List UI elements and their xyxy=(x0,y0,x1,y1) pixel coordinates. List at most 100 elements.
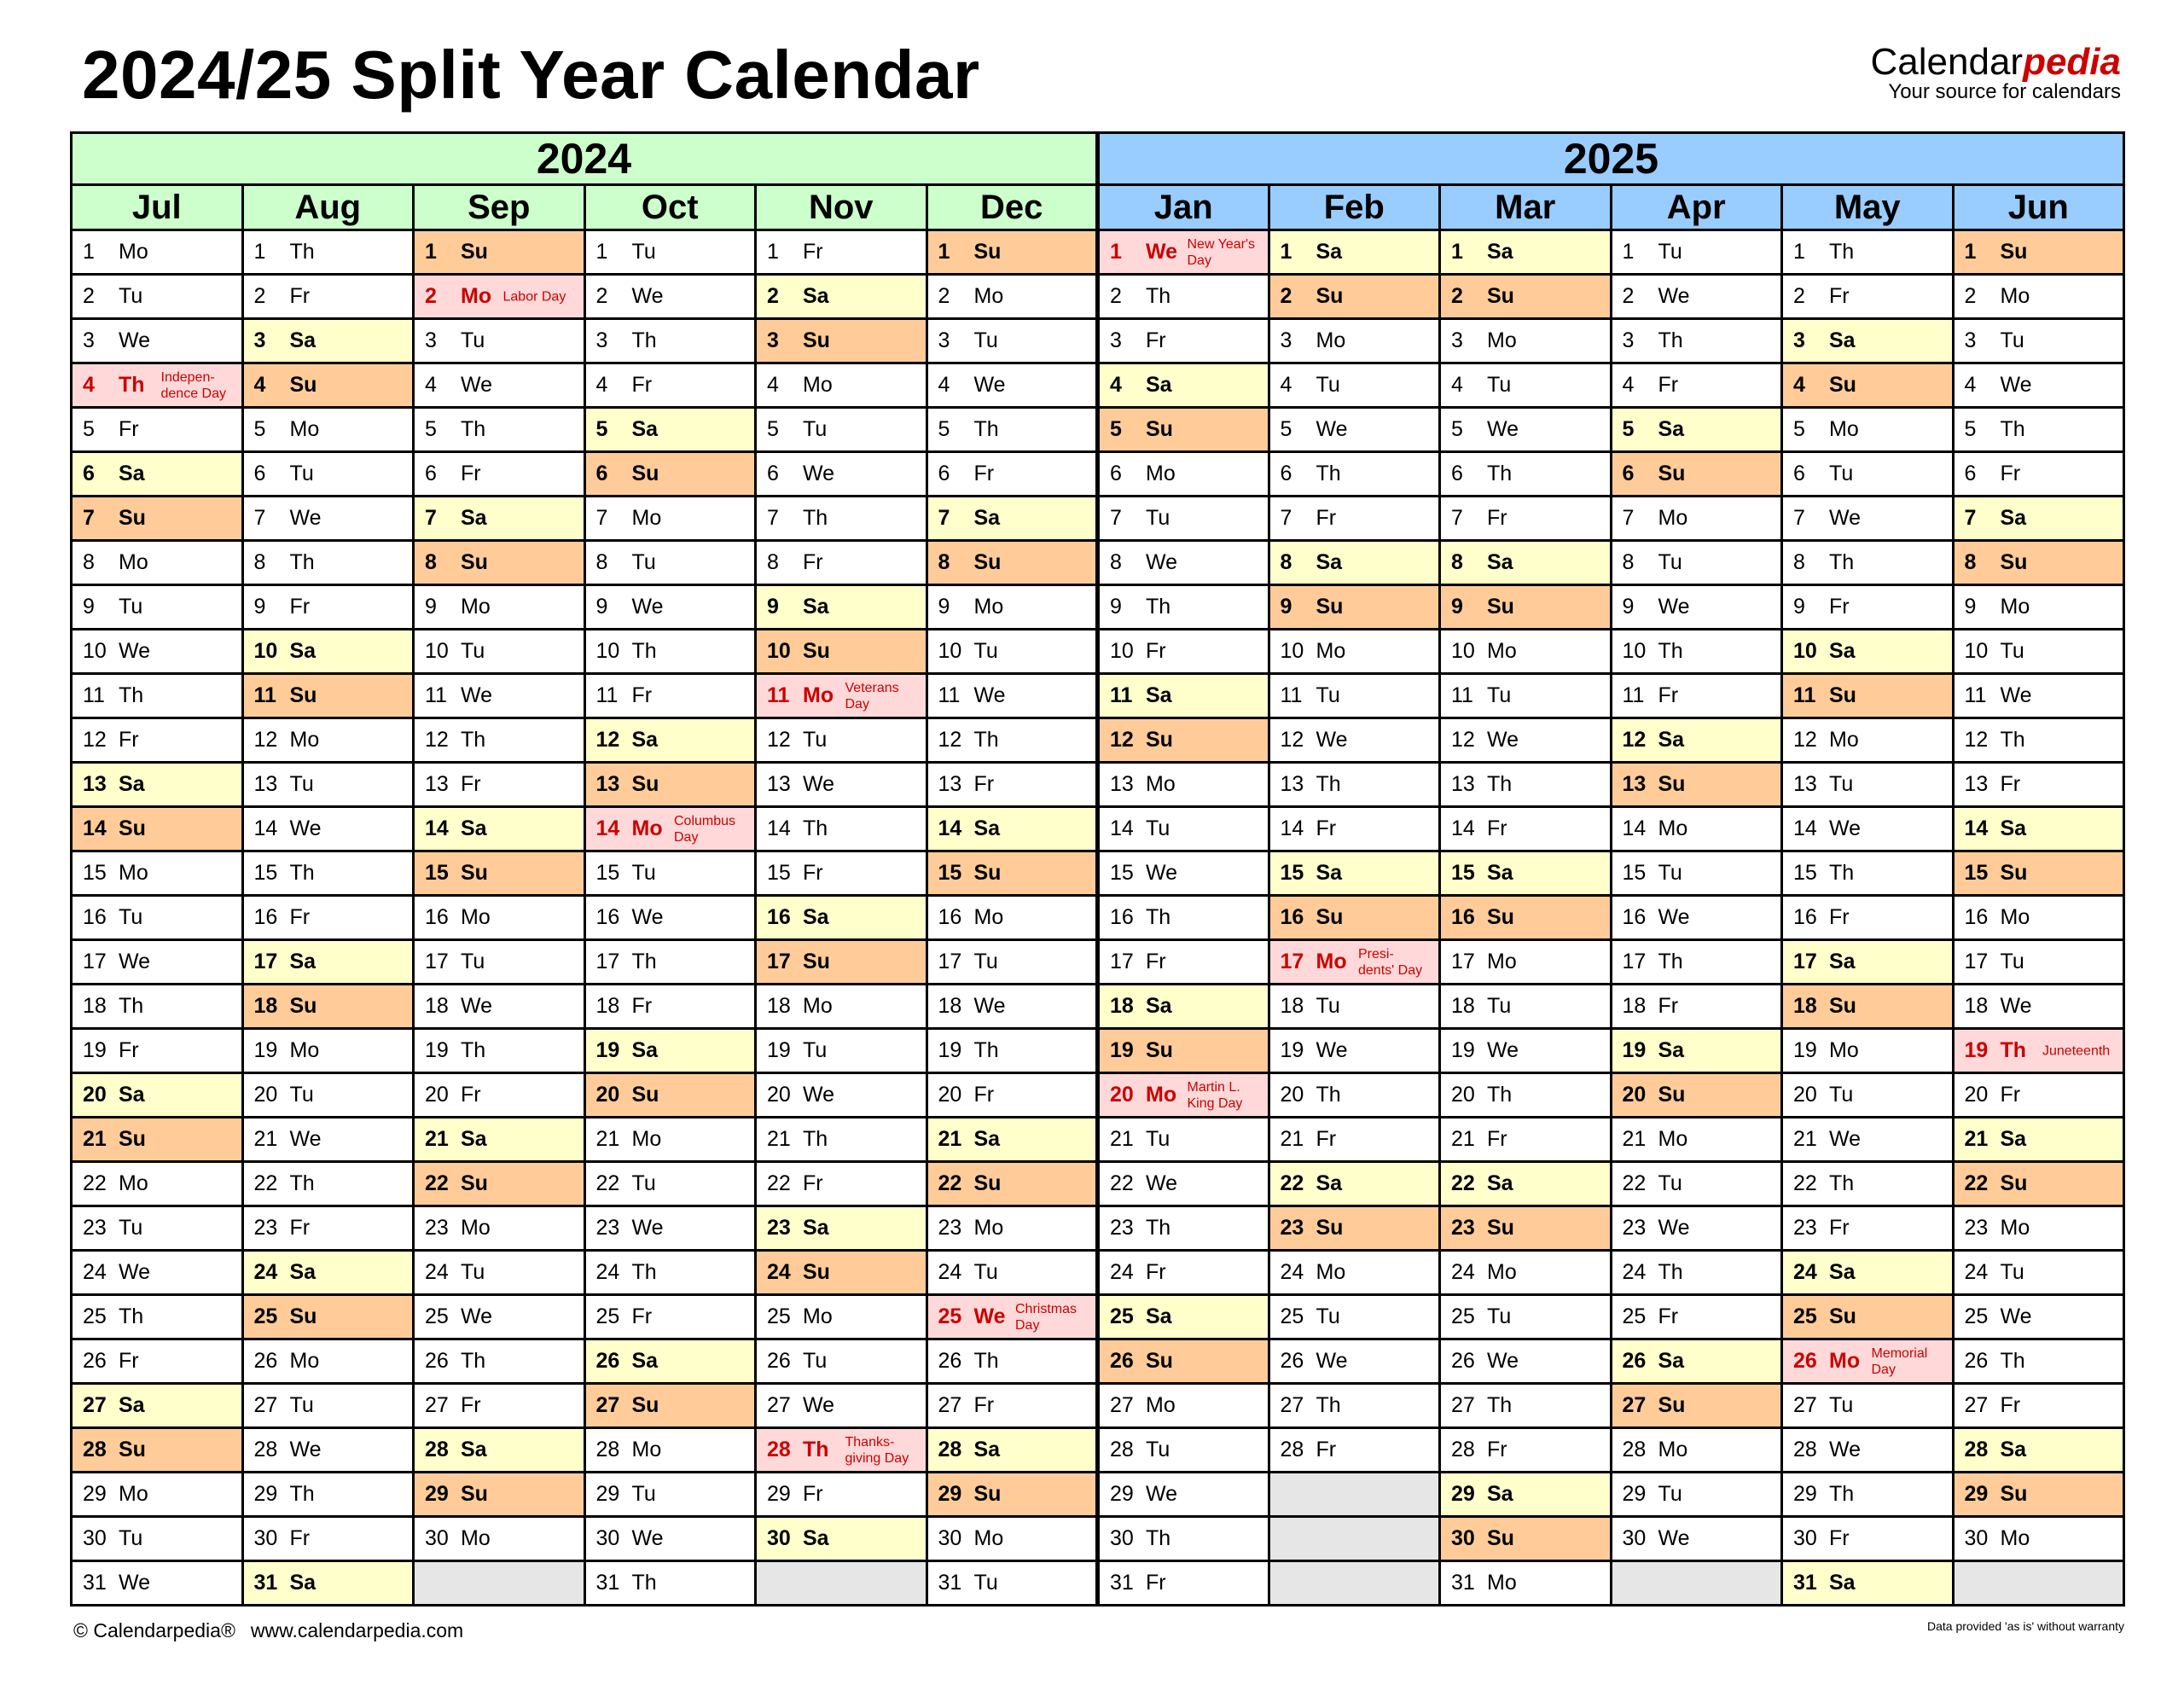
day-cell: 15 Fr xyxy=(754,850,928,897)
day-number: 14 xyxy=(253,816,278,840)
day-cell: 24 Sa xyxy=(241,1249,415,1296)
day-cell: 12 Fr xyxy=(70,717,244,764)
day-cell: 25 Su xyxy=(1780,1293,1955,1340)
day-cell: 23 Tu xyxy=(70,1205,244,1252)
day-cell: 26 We xyxy=(1267,1338,1441,1385)
day-cell: 3 Th xyxy=(583,317,757,364)
weekday-label: We xyxy=(1487,417,1519,441)
day-number: 8 xyxy=(767,550,779,574)
weekday-label: Fr xyxy=(1658,994,1679,1018)
weekday-label: Th xyxy=(631,328,657,352)
day-cell: 4 We xyxy=(412,362,586,409)
day-number: 7 xyxy=(425,506,437,530)
day-number: 31 xyxy=(253,1571,278,1595)
day-number: 19 xyxy=(1110,1038,1134,1062)
day-cell: 9 Sa xyxy=(754,584,928,630)
day-cell: 11 We xyxy=(1951,672,2125,719)
day-cell: 13 Fr xyxy=(925,761,1099,808)
weekday-label: Su xyxy=(289,1304,317,1328)
weekday-label: Su xyxy=(631,1393,659,1417)
day-cell: 12 Th xyxy=(1951,717,2125,764)
day-number: 28 xyxy=(1451,1438,1475,1461)
day-number: 18 xyxy=(425,994,449,1018)
day-number: 4 xyxy=(1964,373,1977,397)
day-number: 21 xyxy=(83,1127,107,1151)
day-number: 29 xyxy=(253,1482,278,1506)
weekday-label: We xyxy=(119,639,151,663)
day-number: 12 xyxy=(253,728,278,752)
day-number: 10 xyxy=(83,639,107,663)
day-number: 15 xyxy=(767,861,791,885)
weekday-label: Fr xyxy=(1658,683,1679,707)
day-number: 9 xyxy=(938,595,950,619)
calendarpedia-logo: Calendarpedia Your source for calendars xyxy=(1871,43,2121,102)
day-cell: 10 We xyxy=(70,628,244,675)
day-cell: 20 Su xyxy=(1609,1072,1783,1118)
day-row: 2 Tu 2 Fr 2 Mo Labor Day 2 We 2 Sa 2 Mo 2 Th 2 Su 2 Su 2 We 2… xyxy=(70,273,2125,320)
weekday-label: Sa xyxy=(803,1526,829,1550)
day-number: 2 xyxy=(1451,284,1463,308)
day-number: 13 xyxy=(1280,772,1304,796)
weekday-label: Tu xyxy=(973,1571,998,1595)
day-number: 22 xyxy=(1110,1171,1134,1195)
day-cell: 4 Su xyxy=(241,362,415,409)
weekday-label: We xyxy=(803,462,835,485)
day-cell: 23 Mo xyxy=(412,1205,586,1252)
day-cell: 31 We xyxy=(70,1560,244,1607)
day-number: 11 xyxy=(938,683,961,707)
day-cell: 14 Mo xyxy=(1609,805,1783,852)
day-number: 18 xyxy=(1964,994,1989,1018)
day-cell: 18 Tu xyxy=(1267,983,1441,1030)
weekday-label: Su xyxy=(973,1482,1002,1506)
day-number: 17 xyxy=(1451,950,1475,973)
day-cell: 16 We xyxy=(583,894,757,941)
day-cell: 10 Tu xyxy=(1951,628,2125,675)
day-number: 16 xyxy=(1964,905,1989,929)
day-cell: 29 Fr xyxy=(754,1471,928,1518)
day-cell: 26 Sa xyxy=(1609,1338,1783,1385)
weekday-label: Tu xyxy=(289,1393,314,1417)
weekday-label: Mo xyxy=(119,1482,148,1506)
day-cell: 28 Sa xyxy=(925,1426,1099,1473)
day-number: 26 xyxy=(253,1349,278,1373)
day-cell: 22 Th xyxy=(241,1160,415,1207)
day-number: 4 xyxy=(1451,373,1463,397)
day-cell: 4 We xyxy=(925,362,1099,409)
weekday-label: We xyxy=(631,1526,664,1550)
weekday-label: Fr xyxy=(2000,1083,2021,1107)
weekday-label: Th xyxy=(289,1482,315,1506)
weekday-label: Tu xyxy=(631,240,656,264)
day-number: 22 xyxy=(767,1171,791,1195)
day-number: 13 xyxy=(1964,772,1989,796)
day-number: 3 xyxy=(767,328,779,352)
weekday-label: Th xyxy=(1487,1083,1513,1107)
day-number: 22 xyxy=(938,1171,962,1195)
day-cell: 6 Sa xyxy=(70,450,244,497)
day-number: 2 xyxy=(1793,284,1805,308)
holiday-cell: 25 We Christmas Day xyxy=(925,1293,1099,1340)
day-number: 29 xyxy=(1451,1482,1475,1506)
website-link[interactable]: www.calendarpedia.com xyxy=(250,1619,464,1641)
day-cell: 16 Mo xyxy=(412,894,586,941)
day-cell: 4 Tu xyxy=(1438,362,1612,409)
weekday-label: Tu xyxy=(1658,240,1682,264)
weekday-label: Sa xyxy=(1316,1171,1343,1195)
weekday-label: Mo xyxy=(1487,639,1517,663)
day-cell: 6 Th xyxy=(1438,450,1612,497)
day-cell: 21 Fr xyxy=(1438,1116,1612,1163)
month-header-oct: Oct xyxy=(583,183,757,231)
day-cell: 28 Tu xyxy=(1095,1426,1270,1473)
day-number: 21 xyxy=(425,1127,449,1151)
day-row: 25 Th 25 Su 25 We 25 Fr 25 Mo 25 We Christmas Day 25 S… xyxy=(70,1293,2125,1340)
weekday-label: We xyxy=(289,1127,322,1151)
weekday-label: Fr xyxy=(1146,950,1166,973)
day-cell: 5 Su xyxy=(1095,406,1270,453)
day-cell: 7 Sa xyxy=(925,495,1099,542)
weekday-label: Su xyxy=(119,816,146,840)
day-number: 4 xyxy=(595,373,608,397)
day-number: 21 xyxy=(1793,1127,1817,1151)
day-number: 15 xyxy=(425,861,449,885)
day-number: 27 xyxy=(1622,1393,1647,1417)
day-cell: 9 We xyxy=(583,584,757,630)
weekday-label: Su xyxy=(1487,595,1514,619)
